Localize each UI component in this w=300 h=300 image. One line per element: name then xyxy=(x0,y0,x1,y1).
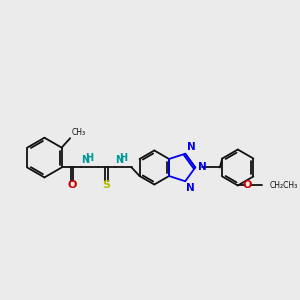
Text: H: H xyxy=(119,153,127,163)
Text: H: H xyxy=(85,153,93,163)
Text: N: N xyxy=(198,163,207,172)
Text: N: N xyxy=(81,155,89,165)
Text: CH₂CH₃: CH₂CH₃ xyxy=(270,181,298,190)
Text: O: O xyxy=(243,181,252,190)
Text: CH₃: CH₃ xyxy=(72,128,86,137)
Text: N: N xyxy=(187,142,196,152)
Text: N: N xyxy=(186,183,195,193)
Text: S: S xyxy=(102,179,110,190)
Text: O: O xyxy=(68,179,77,190)
Text: N: N xyxy=(115,155,123,165)
